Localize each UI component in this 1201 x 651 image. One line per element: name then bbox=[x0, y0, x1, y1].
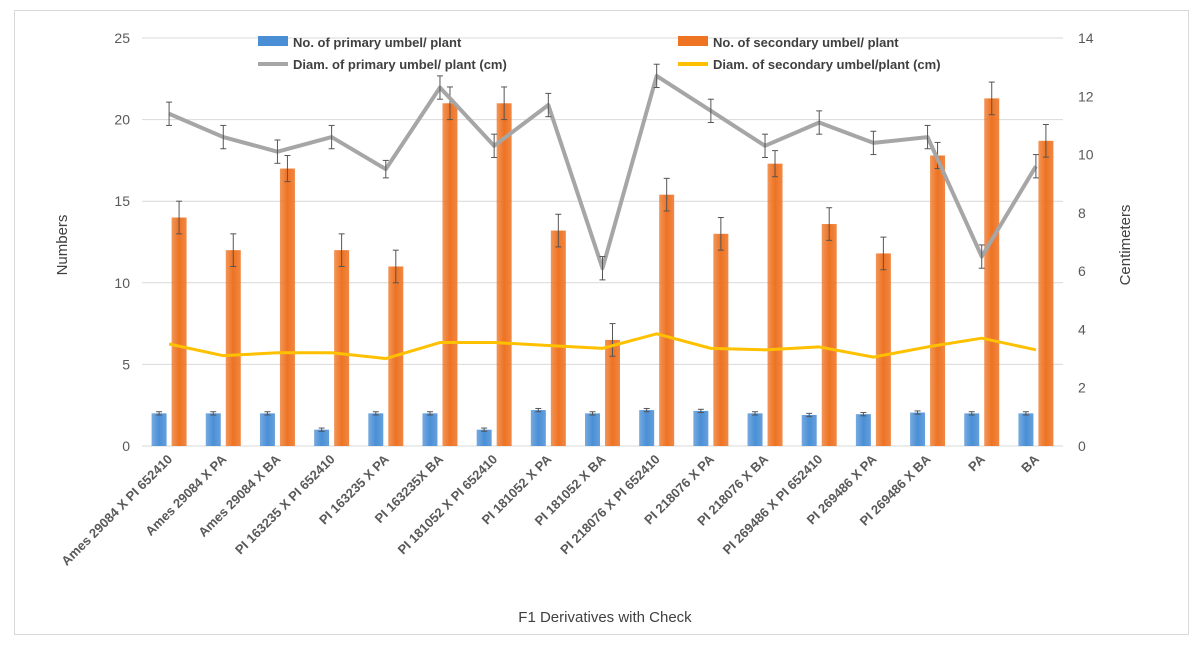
secondary-umbel-bar bbox=[930, 155, 946, 446]
y-tick-label: 5 bbox=[122, 356, 130, 372]
lines bbox=[166, 63, 1039, 361]
primary-umbel-bar bbox=[259, 413, 275, 446]
y2-tick-label: 2 bbox=[1078, 380, 1086, 396]
x-tick-label: PI 163235 X PI 652410 bbox=[232, 452, 338, 558]
y2-tick-label: 14 bbox=[1078, 30, 1094, 46]
secondary-umbel-bar bbox=[875, 253, 891, 446]
y-axis-title: Numbers bbox=[54, 215, 71, 276]
x-tick-label: PA bbox=[965, 451, 988, 474]
y-tick-label: 10 bbox=[114, 275, 130, 291]
secondary-umbel-bar bbox=[550, 230, 566, 446]
primary-umbel-bar bbox=[747, 413, 763, 446]
x-tick-label: PI 269486 X PI 652410 bbox=[720, 452, 826, 558]
primary-umbel-bar bbox=[151, 413, 167, 446]
y2-axis-title: Centimeters bbox=[1117, 205, 1134, 286]
legend-label: No. of secondary umbel/ plant bbox=[713, 35, 899, 50]
y2-tick-label: 8 bbox=[1078, 205, 1086, 221]
legend: No. of primary umbel/ plant No. of second… bbox=[258, 35, 941, 72]
primary-umbel-bar bbox=[314, 429, 330, 446]
legend-swatch bbox=[678, 36, 708, 46]
legend-label: Diam. of secondary umbel/plant (cm) bbox=[713, 57, 941, 72]
primary-umbel-bar bbox=[639, 410, 655, 446]
primary-umbel-bar bbox=[205, 413, 221, 446]
secondary-umbel-bar bbox=[225, 250, 241, 446]
bars bbox=[151, 81, 1054, 447]
y2-tick-label: 10 bbox=[1078, 147, 1094, 163]
y-tick-label: 0 bbox=[122, 438, 130, 454]
primary-umbel-bar bbox=[964, 413, 980, 446]
primary-umbel-bar bbox=[855, 414, 871, 446]
primary-umbel-bar bbox=[910, 412, 926, 446]
primary-umbel-bar bbox=[693, 410, 709, 446]
primary-umbel-bar bbox=[530, 410, 546, 446]
secondary-umbel-bar bbox=[496, 103, 512, 446]
x-tick-label: PI 218076 X PI 652410 bbox=[557, 452, 663, 558]
secondary-umbel-bar bbox=[659, 194, 675, 446]
secondary-umbel-bar bbox=[1038, 140, 1054, 447]
y-tick-label: 25 bbox=[114, 30, 130, 46]
y2-tick-label: 12 bbox=[1078, 88, 1094, 104]
y2-tick-label: 4 bbox=[1078, 321, 1086, 337]
y-tick-label: 15 bbox=[114, 193, 130, 209]
primary-umbel-bar bbox=[1018, 413, 1034, 446]
primary-umbel-bar bbox=[368, 413, 384, 446]
secondary-umbel-bar bbox=[984, 98, 1000, 446]
y2-tick-label: 6 bbox=[1078, 263, 1086, 279]
y-tick-label: 20 bbox=[114, 112, 130, 128]
gridlines bbox=[142, 37, 1063, 447]
secondary-diameter-line bbox=[168, 332, 1037, 361]
legend-label: Diam. of primary umbel/ plant (cm) bbox=[293, 57, 507, 72]
primary-diameter-line bbox=[168, 73, 1038, 271]
x-tick-label: BA bbox=[1018, 451, 1042, 475]
secondary-umbel-bar bbox=[171, 217, 187, 446]
primary-umbel-bar bbox=[585, 413, 600, 446]
legend-label: No. of primary umbel/ plant bbox=[293, 35, 462, 50]
primary-umbel-bar bbox=[422, 413, 438, 446]
secondary-umbel-bar bbox=[279, 168, 295, 446]
secondary-umbel-bar bbox=[821, 224, 837, 446]
secondary-umbel-bar bbox=[334, 250, 350, 446]
secondary-umbel-bar bbox=[767, 163, 783, 446]
x-axis-title: F1 Derivatives with Check bbox=[518, 609, 692, 626]
left-axis: 0 5 10 15 20 25 bbox=[114, 30, 130, 454]
right-axis: 0 2 4 6 8 10 12 14 bbox=[1078, 30, 1094, 454]
y2-tick-label: 0 bbox=[1078, 438, 1086, 454]
x-tick-label: Ames 29084 X PI 652410 bbox=[58, 452, 175, 569]
primary-umbel-bar bbox=[476, 429, 492, 446]
secondary-umbel-bar bbox=[442, 103, 458, 446]
secondary-umbel-bar bbox=[605, 339, 620, 446]
legend-swatch bbox=[258, 36, 288, 46]
x-tick-label: PI 181052 X PI 652410 bbox=[395, 452, 501, 558]
secondary-umbel-bar bbox=[713, 233, 729, 446]
primary-umbel-bar bbox=[801, 414, 817, 446]
